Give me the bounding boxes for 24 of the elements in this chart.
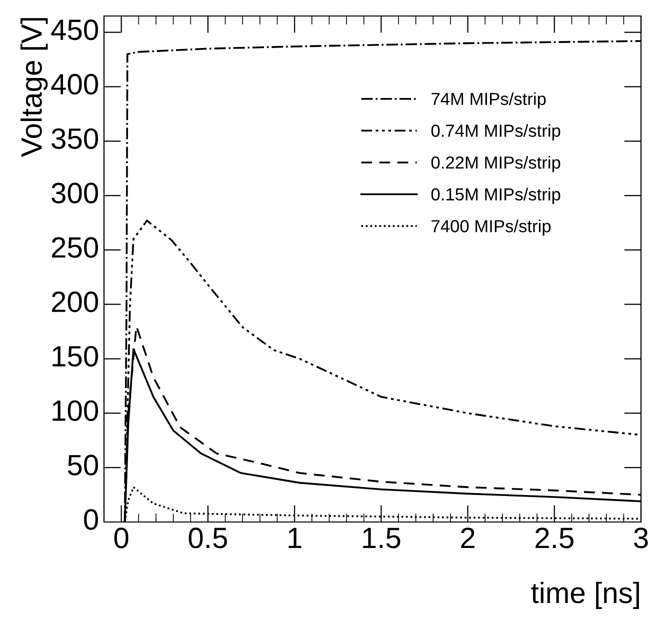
y-tick-label: 450 [51, 20, 98, 40]
y-tick-label: 250 [52, 237, 98, 258]
legend-label: 7400 MIPs/strip [432, 220, 551, 236]
x-tick-label: 0 [114, 528, 128, 548]
legend-label: 74M MIPs/strip [432, 92, 546, 109]
y-tick-label: 50 [68, 454, 98, 476]
y-tick-label: 100 [52, 400, 98, 422]
y-tick-label: 350 [52, 128, 98, 149]
y-axis-title: Voltage [V] [20, 18, 48, 157]
legend-label: 0.15M MIPs/strip [431, 188, 560, 204]
y-tick-label: 400 [51, 74, 98, 95]
y-tick-label: 300 [52, 182, 98, 204]
x-tick-label: 1.5 [363, 528, 400, 548]
x-tick-label: 2.5 [536, 528, 574, 548]
y-tick-label: 0 [84, 509, 98, 530]
y-tick-label: 200 [52, 292, 98, 312]
y-tick-label: 150 [52, 346, 98, 367]
x-axis-title: time [ns] [531, 582, 639, 610]
x-tick-label: 0.5 [188, 528, 227, 548]
x-tick-label: 1 [288, 528, 302, 548]
legend-label: 0.22M MIPs/strip [431, 156, 560, 172]
x-tick-label: 2 [461, 528, 474, 548]
legend-label: 0.74M MIPs/strip [431, 124, 560, 140]
x-tick-label: 3 [634, 528, 648, 548]
